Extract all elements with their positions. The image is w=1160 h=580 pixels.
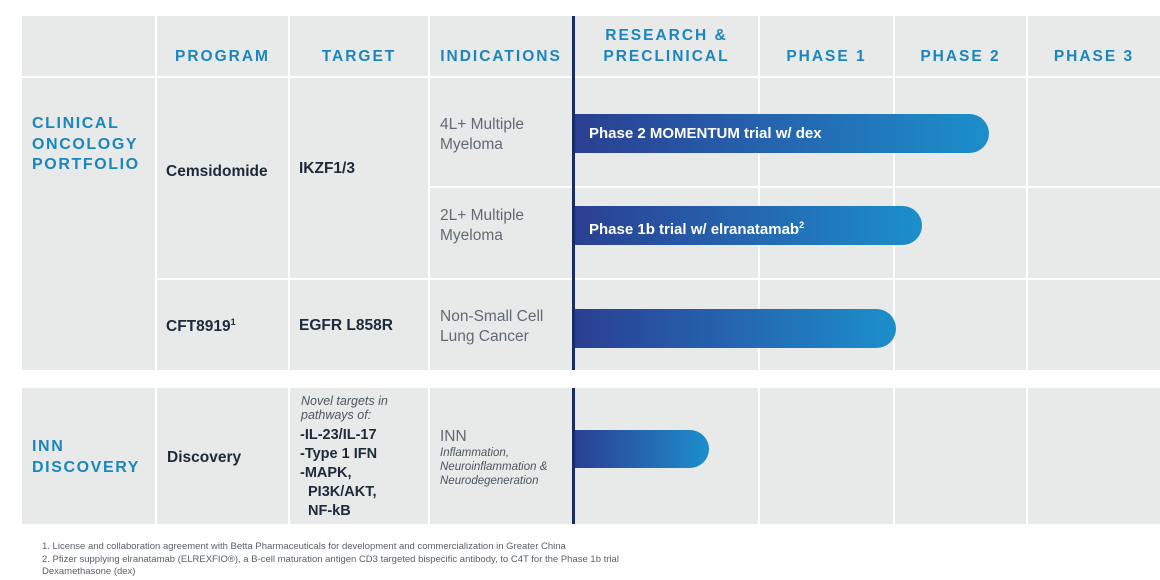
clinical-label-line3: PORTFOLIO [32,156,140,173]
inn-indication-sub: Inflammation, Neuroinflammation & Neurod… [440,446,547,488]
inn-phase2-cell [895,388,1026,524]
program-cemsidomide: Cemsidomide [166,163,268,180]
indication-nsclc: Non-Small Cell Lung Cancer [440,307,543,346]
cemsidomide-target-cell [290,78,428,278]
inn-phase3-cell [1028,388,1160,524]
cemsidomide-program-cell [157,78,288,278]
indication-2l-mm-line2: Myeloma [440,226,503,244]
header-indications: INDICATIONS [440,48,562,65]
inn-target-item: -MAPK, [300,465,352,481]
indication-4l-mm-line2: Myeloma [440,135,503,153]
footnote-2: 2. Pfizer supplying elranatamab (ELREXFI… [42,553,619,565]
indication-2l-mm: 2L+ Multiple Myeloma [440,206,524,245]
inn-label-cell [22,388,155,524]
program-discovery: Discovery [167,449,242,466]
inn-indication-cell [430,388,572,524]
header-phase1-cell [760,16,893,76]
program-cft8919: CFT89191 [166,317,236,336]
header-research-cell [575,16,758,76]
inn-section-label: INN DISCOVERY [32,437,140,478]
indication-nsclc-line1: Non-Small Cell [440,308,544,325]
indication-nsclc-line2: Lung Cancer [440,327,529,345]
header-blank-cell [22,16,155,76]
inn-target-item: NF-kB [308,503,351,519]
clinical-label-line1: CLINICAL [32,115,120,132]
inn-phase1-cell [760,388,893,524]
bar-label-momentum: Phase 2 MOMENTUM trial w/ dex [589,125,822,142]
inn-targets-intro-line2: pathways of: [301,408,372,422]
inn-indication-sub-line3: Neurodegeneration [440,475,539,487]
header-target: TARGET [321,48,397,65]
progress-bar-cft8919 [575,309,896,348]
row2-phase3-cell [1028,188,1160,278]
phase-divider-line [572,16,575,370]
header-program: PROGRAM [175,48,270,65]
row3-phase2-cell [895,280,1026,370]
inn-indication-sub-line1: Inflammation, [440,447,510,459]
indication-4l-mm: 4L+ Multiple Myeloma [440,115,524,154]
inn-targets-intro-line1: Novel targets in [301,394,388,408]
inn-targets-intro: Novel targets in pathways of: [301,394,388,422]
header-phase2: PHASE 2 [920,48,1001,65]
inn-target-item: -IL-23/IL-17 [300,427,377,443]
target-egfr: EGFR L858R [299,317,393,334]
progress-bar-inn [575,430,709,468]
footnote-1: 1. License and collaboration agreement w… [42,541,566,552]
header-research-line1: RESEARCH & [605,27,728,44]
cft-target-cell [290,280,428,370]
header-phase3-cell [1028,16,1160,76]
inn-target-item: PI3K/AKT, [308,484,377,500]
header-phase3: PHASE 3 [1053,48,1135,65]
header-indications-cell [430,16,572,76]
program-cft8919-footnote: 1 [230,317,236,327]
program-cft8919-text: CFT8919 [166,318,231,336]
header-research-line2: PRECLINICAL [603,48,730,65]
progress-bar-cemsidomide-2l: Phase 1b trial w/ elranatamab2 [575,206,922,245]
bar-label-elranatamab: Phase 1b trial w/ elranatamab [589,221,800,238]
row3-phase3-cell [1028,280,1160,370]
row2-indication-cell [430,188,572,278]
progress-bar-cemsidomide-4l: Phase 2 MOMENTUM trial w/ dex [575,114,989,153]
row3-indication-cell [430,280,572,370]
header-target-cell [290,16,428,76]
inn-label-line1: INN [32,438,65,455]
bar-label-footnote: 2 [799,220,805,230]
clinical-label-line2: ONCOLOGY [32,135,139,153]
inn-label-line2: DISCOVERY [32,458,141,476]
footnote-3: Dexamethasone (dex) [42,566,136,577]
header-phase2-cell [895,16,1026,76]
inn-targets-list: -IL-23/IL-17 -Type 1 IFN -MAPK, PI3K/AKT… [300,426,377,521]
indication-2l-mm-line1: 2L+ Multiple [440,207,525,224]
header-program-cell [157,16,288,76]
row1-phase3-cell [1028,78,1160,186]
row1-indication-cell [430,78,572,186]
indication-4l-mm-line1: 4L+ Multiple [440,116,525,133]
inn-target-cell [290,388,428,524]
cft-program-cell [157,280,288,370]
inn-program-cell [157,388,288,524]
clinical-label-cell [22,78,155,370]
clinical-section-label: CLINICAL ONCOLOGY PORTFOLIO [32,114,140,176]
header-phase1: PHASE 1 [786,48,867,65]
footnotes: 1. License and collaboration agreement w… [42,541,619,579]
inn-indication-title: INN [440,428,467,445]
inn-indication-sub-line2: Neuroinflammation & [440,461,548,473]
phase-divider-line-inn [572,388,575,524]
target-ikzf: IKZF1/3 [299,160,355,177]
inn-target-item: -Type 1 IFN [300,446,378,462]
header-research: RESEARCH & PRECLINICAL [575,25,758,67]
